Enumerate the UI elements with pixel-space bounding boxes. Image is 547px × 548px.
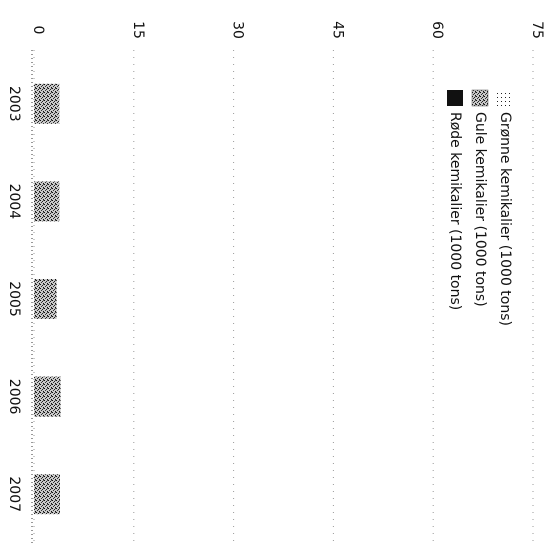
category-tick-label: 2006 (6, 379, 22, 415)
value-axis: 0 15 30 45 60 75 (30, 21, 545, 39)
legend-swatch-stipple (471, 89, 489, 107)
bars (34, 83, 61, 515)
category-tick-label: 2003 (6, 86, 22, 122)
category-tick-label: 2007 (6, 476, 22, 512)
legend-label: Røde kemikalier (1000 tons) (447, 112, 463, 310)
value-tick-label: 45 (329, 21, 345, 39)
legend-label: Gule kemikalier (1000 tons) (472, 112, 488, 307)
value-tick-label: 0 (30, 26, 46, 35)
value-tick-label: 15 (130, 21, 146, 39)
value-tick-label: 60 (429, 21, 445, 39)
bar-stipple-2006 (34, 376, 61, 417)
bar-stipple-2007 (34, 474, 60, 515)
bar-stipple-2004 (34, 181, 60, 222)
legend-swatch-dotted (497, 90, 513, 106)
bar-stipple-2003 (34, 83, 60, 124)
bar-stipple-2005 (34, 279, 57, 319)
value-tick-label: 30 (230, 21, 246, 39)
category-tick-label: 2005 (6, 281, 22, 317)
value-tick-label: 75 (529, 21, 545, 39)
legend: Grønne kemikalier (1000 tons) Gule kemika… (447, 89, 513, 326)
category-tick-label: 2004 (6, 184, 22, 220)
legend-label: Grønne kemikalier (1000 tons) (497, 112, 513, 326)
legend-swatch-solid (447, 90, 463, 106)
category-axis: 2003 2004 2005 2006 2007 (6, 50, 33, 545)
